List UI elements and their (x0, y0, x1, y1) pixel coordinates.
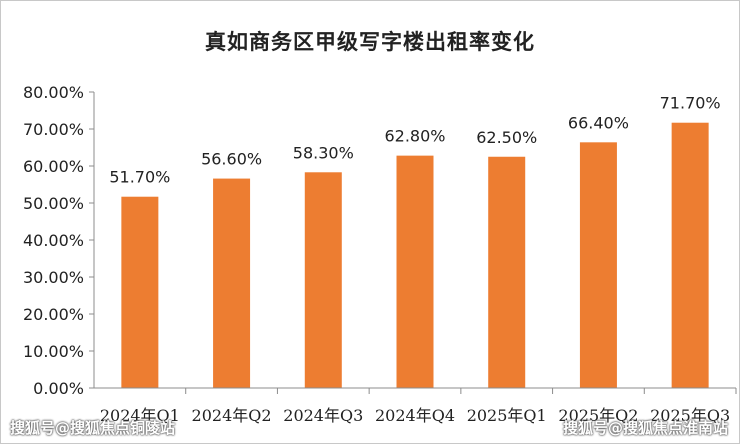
x-tick-label: 2025年Q3 (650, 406, 730, 425)
y-tick-label: 30.00% (23, 268, 84, 287)
x-tick-label: 2025年Q1 (467, 406, 547, 425)
bar (579, 142, 617, 388)
bar (213, 178, 251, 388)
data-label: 66.40% (568, 113, 629, 132)
y-tick-label: 70.00% (23, 120, 84, 139)
data-labels: 51.70% 56.60% 58.30% 62.80% 62.50% 66.40% 71.7… (109, 94, 720, 187)
data-label: 62.50% (476, 128, 537, 147)
y-tick-label: 50.00% (23, 194, 84, 213)
watermark-left: 搜狐号@搜狐焦点铜陵站 (10, 419, 176, 437)
bar (396, 155, 434, 388)
bars (121, 122, 709, 389)
y-tick-label: 60.00% (23, 157, 84, 176)
x-tick-label: 2025年Q2 (558, 406, 638, 425)
chart-title: 真如商务区甲级写字楼出租率变化 (205, 29, 535, 54)
bar (671, 122, 709, 389)
x-tick-label: 2024年Q2 (192, 406, 272, 425)
x-axis: 2024年Q1 2024年Q2 2024年Q3 2024年Q4 2025年Q1 2025年… (94, 387, 737, 425)
y-tick-label: 20.00% (23, 305, 84, 324)
x-tick-label: 2024年Q4 (375, 406, 455, 425)
bar (488, 156, 526, 388)
y-tick-label: 80.00% (23, 83, 84, 102)
x-tick-label: 2024年Q3 (283, 406, 363, 425)
y-axis: 0.00% 10.00% 20.00% 30.00% 40.00% 50.00% 60.00… (23, 83, 95, 398)
data-label: 56.60% (201, 150, 262, 169)
y-tick-label: 10.00% (23, 342, 84, 361)
data-label: 71.70% (660, 94, 721, 113)
data-label: 51.70% (109, 168, 170, 187)
x-tick-label: 2024年Q1 (100, 406, 180, 425)
y-tick-label: 40.00% (23, 231, 84, 250)
bar (304, 172, 342, 388)
y-tick-label: 0.00% (33, 379, 84, 398)
bar (121, 196, 159, 388)
data-label: 58.30% (293, 143, 354, 162)
watermark-right: 搜狐号@搜狐焦点淮南站 (562, 419, 728, 437)
data-label: 62.80% (384, 127, 445, 146)
